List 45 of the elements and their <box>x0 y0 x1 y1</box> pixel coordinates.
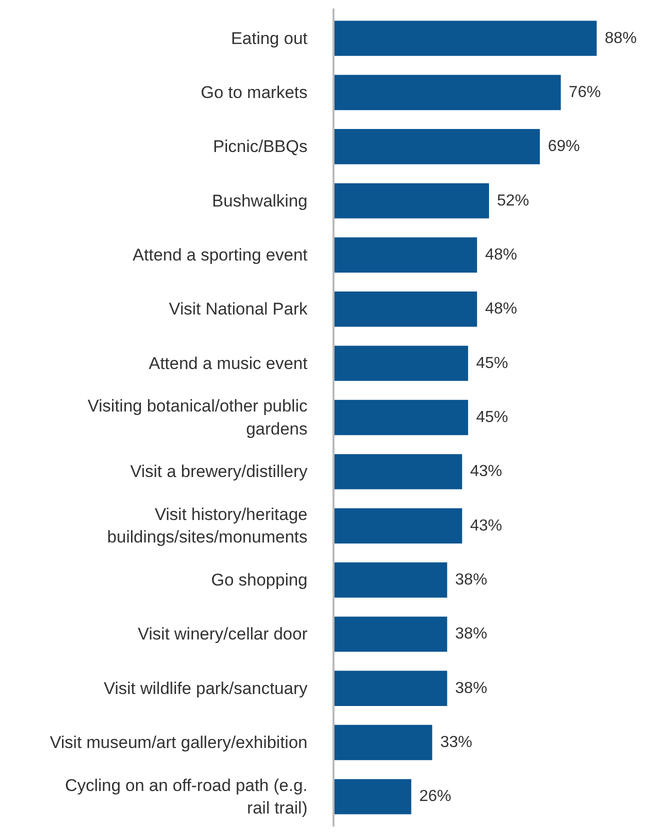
bar <box>334 508 462 544</box>
data-label: 45% <box>476 354 508 372</box>
bar <box>334 74 561 110</box>
bar <box>334 616 448 652</box>
bar <box>334 670 448 706</box>
y-tick-label: Attend a sporting event <box>132 245 308 264</box>
y-tick-label: Attend a music event <box>148 354 308 373</box>
data-label: 52% <box>497 192 530 210</box>
y-tick-label: Visit history/heritage buildings/sites/monuments <box>107 504 308 547</box>
data-label: 43% <box>470 517 502 534</box>
data-label: 48% <box>485 246 518 264</box>
bar <box>334 183 490 218</box>
data-label: 43% <box>470 463 502 480</box>
data-label: 38% <box>455 626 488 643</box>
y-tick-label: Go to markets <box>200 82 308 102</box>
y-tick-label: Bushwalking <box>212 191 308 210</box>
y-tick-label: Visit a brewery/distillery <box>130 462 308 482</box>
bar <box>334 400 468 436</box>
data-label: 38% <box>455 572 488 589</box>
data-label: 48% <box>485 300 518 318</box>
data-label: 45% <box>476 409 508 426</box>
data-label: 26% <box>419 788 452 806</box>
y-tick-label: Visit winery/cellar door <box>138 624 308 644</box>
y-tick-label: Cycling on an off-road path (e.g. rail trail) <box>64 776 308 818</box>
bar <box>334 346 468 381</box>
bar <box>334 237 478 273</box>
y-tick-label: Visit National Park <box>168 300 308 319</box>
data-label: 38% <box>455 680 488 697</box>
data-label: 76% <box>568 84 601 101</box>
y-tick-label: Visit museum/art gallery/exhibition <box>50 733 308 752</box>
bar <box>334 454 462 490</box>
bar <box>334 562 448 598</box>
y-tick-label: Go shopping <box>211 570 308 590</box>
bar <box>334 129 540 164</box>
bar <box>334 20 597 56</box>
data-label: 69% <box>548 138 580 156</box>
bar <box>334 724 432 760</box>
bar <box>334 779 412 814</box>
data-label: 33% <box>440 734 472 752</box>
data-label: 88% <box>604 30 637 47</box>
y-tick-label: Visiting botanical/other public gardens <box>88 396 308 438</box>
bar <box>334 292 478 327</box>
y-tick-label: Visit wildlife park/sanctuary <box>104 678 308 698</box>
y-tick-label: Eating out <box>230 28 308 48</box>
y-tick-label: Picnic/BBQs <box>213 137 308 156</box>
